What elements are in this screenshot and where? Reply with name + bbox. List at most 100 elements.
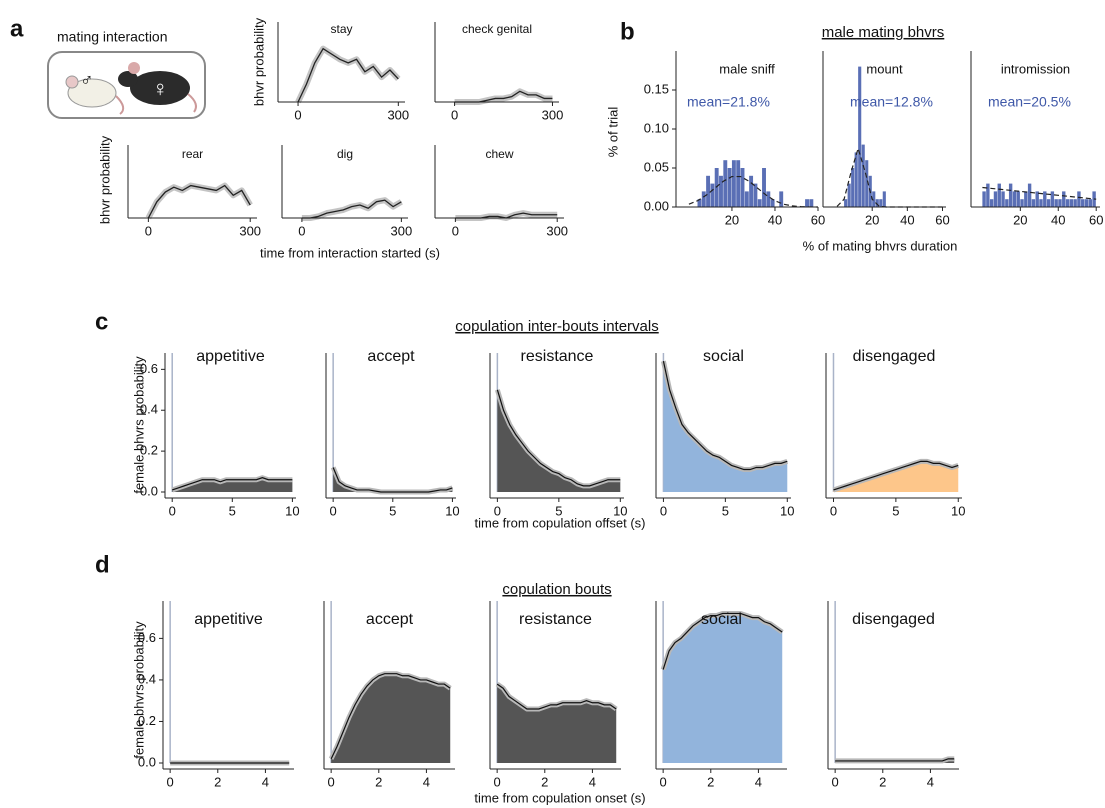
line bbox=[662, 612, 783, 670]
bar bbox=[757, 199, 762, 207]
x-tick-label: 300 bbox=[546, 223, 568, 238]
bar bbox=[736, 160, 741, 207]
x-tick-label: 40 bbox=[1051, 212, 1065, 227]
x-tick-label: 5 bbox=[555, 503, 562, 518]
x-tick-label: 2 bbox=[879, 774, 886, 789]
chart-title: disengaged bbox=[853, 348, 936, 365]
chart-title: appetitive bbox=[196, 348, 265, 365]
x-tick-label: 0 bbox=[169, 503, 176, 518]
bar bbox=[1016, 191, 1020, 207]
bar bbox=[753, 183, 758, 207]
y-tick-label: 0.10 bbox=[644, 120, 669, 135]
area bbox=[663, 613, 783, 763]
line bbox=[496, 683, 617, 710]
y-axis-label: female bhvrs probability bbox=[131, 356, 146, 494]
male-symbol: ♂ bbox=[80, 70, 94, 90]
x-tick-label: 20 bbox=[725, 212, 739, 227]
bar bbox=[1058, 199, 1062, 207]
line bbox=[496, 389, 621, 487]
x-tick-label: 4 bbox=[589, 774, 596, 789]
x-tick-label: 10 bbox=[445, 503, 459, 518]
bar bbox=[1039, 199, 1043, 207]
y-tick-label: 0.6 bbox=[140, 361, 158, 376]
chart-title: resistance bbox=[519, 611, 592, 628]
area bbox=[497, 684, 617, 763]
bar bbox=[740, 168, 745, 207]
x-tick-label: 0 bbox=[145, 223, 152, 238]
x-tick-label: 0 bbox=[832, 774, 839, 789]
bar bbox=[872, 191, 876, 207]
x-tick-label: 60 bbox=[935, 212, 949, 227]
y-tick-label: 0.0 bbox=[140, 483, 158, 498]
x-tick-label: 0 bbox=[328, 774, 335, 789]
y-axis-label: female bhvrs probability bbox=[131, 621, 146, 759]
x-tick-label: 20 bbox=[1013, 212, 1027, 227]
panel-title: copulation bouts bbox=[502, 581, 611, 598]
female-mouse bbox=[118, 62, 197, 113]
y-axis-label: bhvr probability bbox=[251, 17, 266, 106]
bar bbox=[865, 160, 869, 207]
bar bbox=[701, 191, 706, 207]
x-tick-label: 0 bbox=[660, 774, 667, 789]
bar bbox=[882, 191, 886, 207]
panel-letter: b bbox=[620, 18, 635, 45]
error-band bbox=[455, 210, 558, 221]
bar bbox=[805, 199, 809, 207]
y-tick-label: 0.0 bbox=[138, 754, 156, 769]
x-tick-label: 4 bbox=[755, 774, 762, 789]
chart-title: appetitive bbox=[194, 611, 263, 628]
x-tick-label: 5 bbox=[892, 503, 899, 518]
bar bbox=[879, 199, 883, 207]
line bbox=[662, 361, 788, 471]
line bbox=[835, 758, 955, 762]
bar bbox=[844, 199, 848, 207]
chart-title: male sniff bbox=[719, 61, 775, 76]
fit-line bbox=[688, 175, 819, 208]
bar bbox=[710, 183, 715, 207]
panel-letter: a bbox=[10, 15, 24, 42]
y-axis-label: % of trial bbox=[605, 107, 620, 158]
x-tick-label: 300 bbox=[239, 223, 261, 238]
bar bbox=[1031, 199, 1036, 207]
line bbox=[172, 477, 293, 491]
x-tick-label: 300 bbox=[387, 107, 409, 122]
x-tick-label: 0 bbox=[830, 503, 837, 518]
x-tick-label: 0 bbox=[167, 774, 174, 789]
bar bbox=[875, 199, 879, 207]
bar bbox=[1065, 199, 1070, 207]
x-tick-label: 5 bbox=[389, 503, 396, 518]
bar bbox=[1005, 199, 1009, 207]
chart-title: dig bbox=[337, 147, 353, 161]
x-axis-label: time from interaction started (s) bbox=[260, 245, 440, 260]
x-tick-label: 4 bbox=[262, 774, 269, 789]
male-mouse bbox=[65, 75, 125, 115]
bar bbox=[749, 175, 754, 207]
x-axis-label: % of mating bhvrs duration bbox=[803, 238, 958, 253]
bar bbox=[809, 199, 814, 207]
y-tick-label: 0.6 bbox=[138, 630, 156, 645]
x-tick-label: 0 bbox=[298, 223, 305, 238]
x-tick-label: 10 bbox=[285, 503, 299, 518]
y-tick-label: 0.2 bbox=[138, 713, 156, 728]
annotation: mean=12.8% bbox=[850, 94, 933, 110]
line bbox=[147, 184, 251, 219]
bar bbox=[1062, 191, 1066, 207]
bar bbox=[847, 183, 851, 207]
chart-title: rear bbox=[182, 147, 203, 161]
x-tick-label: 10 bbox=[613, 503, 627, 518]
y-tick-label: 0.00 bbox=[644, 198, 669, 213]
y-tick-label: 0.4 bbox=[138, 671, 156, 686]
x-tick-label: 20 bbox=[865, 212, 879, 227]
bar bbox=[1035, 191, 1039, 207]
y-tick-label: 0.15 bbox=[644, 81, 669, 96]
bar bbox=[706, 175, 711, 207]
bar bbox=[1024, 191, 1028, 207]
chart-title: social bbox=[703, 348, 744, 365]
area bbox=[497, 389, 621, 492]
x-tick-label: 40 bbox=[900, 212, 914, 227]
bar bbox=[1050, 191, 1055, 207]
panel-letter: c bbox=[95, 308, 108, 335]
x-tick-label: 5 bbox=[229, 503, 236, 518]
chart-title: check genital bbox=[462, 22, 532, 36]
